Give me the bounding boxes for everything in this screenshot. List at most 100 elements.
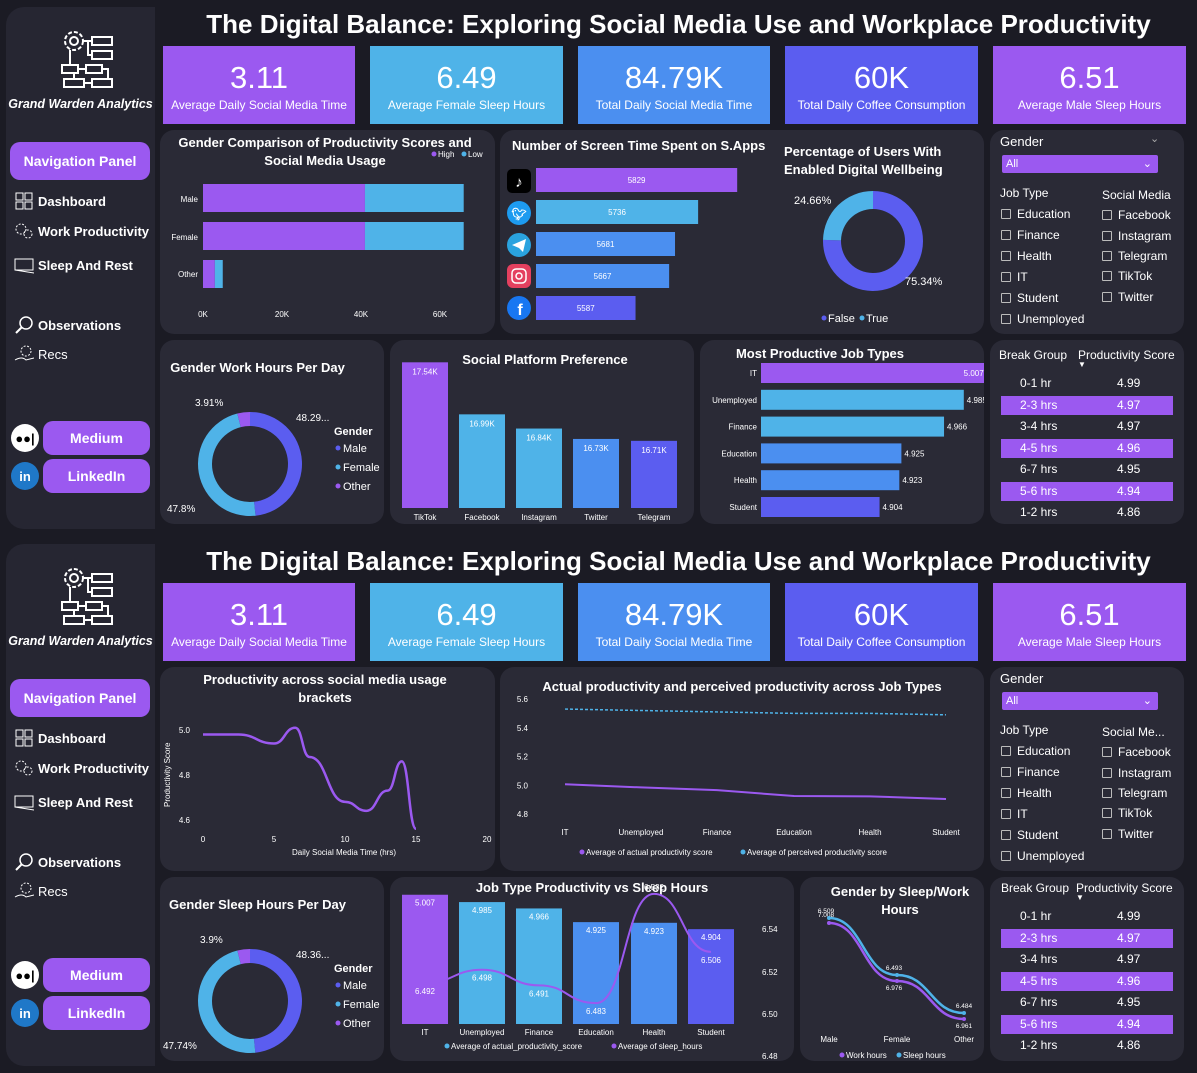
navigation-panel-button[interactable]: Navigation Panel <box>10 679 150 717</box>
table-header-sortable[interactable]: Productivity Score <box>1076 881 1173 895</box>
job-filter-finance[interactable]: Finance <box>1001 228 1060 242</box>
job-filter-health[interactable]: Health <box>1001 249 1052 263</box>
job-filter-education[interactable]: Education <box>1001 744 1070 758</box>
table-row[interactable]: 3-4 hrs 4.97 <box>1001 950 1173 969</box>
social-filter-tiktok[interactable]: TikTok <box>1102 806 1152 820</box>
nav-dashboard[interactable]: Dashboard <box>14 192 106 210</box>
table-row[interactable]: 0-1 hr 4.99 <box>1001 907 1173 926</box>
dashboard-top: Grand Warden Analytics Navigation Panel … <box>6 7 1186 529</box>
legend-dot <box>335 445 341 451</box>
checkbox[interactable] <box>1001 830 1011 840</box>
checkbox[interactable] <box>1102 231 1112 241</box>
checkbox[interactable] <box>1001 209 1011 219</box>
linkedin-button[interactable]: LinkedIn <box>43 459 150 493</box>
table-row[interactable]: 5-6 hrs 4.94 <box>1001 1014 1173 1034</box>
social-filter-twitter[interactable]: Twitter <box>1102 827 1153 841</box>
checkbox[interactable] <box>1001 251 1011 261</box>
gender-dropdown[interactable]: All ⌄ <box>1002 692 1158 710</box>
nav-observations[interactable]: Observations <box>14 853 121 871</box>
line-label: 6.498 <box>472 974 493 983</box>
nav-work-productivity[interactable]: Work Productivity <box>14 222 149 240</box>
kpi-card: 3.11 Average Daily Social Media Time <box>163 583 355 661</box>
social-filter-telegram[interactable]: Telegram <box>1102 249 1167 263</box>
legend-work: Work hours <box>846 1051 887 1060</box>
social-filter-instagram[interactable]: Instagram <box>1102 766 1171 780</box>
medium-button[interactable]: Medium <box>43 421 150 455</box>
checkbox-label: Student <box>1017 291 1059 305</box>
category-label: Unemployed <box>460 1028 505 1037</box>
navigation-panel-button[interactable]: Navigation Panel <box>10 142 150 180</box>
job-filter-it[interactable]: IT <box>1001 807 1028 821</box>
nav-observations-label: Observations <box>38 854 122 870</box>
table-row[interactable]: 1-2 hrs 4.86 <box>1001 1036 1173 1055</box>
table-row[interactable]: 4-5 hrs 4.96 <box>1001 438 1173 458</box>
checkbox[interactable] <box>1102 292 1112 302</box>
checkbox[interactable] <box>1001 746 1011 756</box>
checkbox[interactable] <box>1001 293 1011 303</box>
gender-dropdown[interactable]: All ⌄ <box>1002 155 1158 173</box>
checkbox[interactable] <box>1001 851 1011 861</box>
checkbox[interactable] <box>1102 808 1112 818</box>
donut-label: 48.29... <box>296 413 329 424</box>
checkbox[interactable] <box>1001 230 1011 240</box>
nav-dashboard[interactable]: Dashboard <box>14 729 106 747</box>
checkbox[interactable] <box>1102 829 1112 839</box>
checkbox[interactable] <box>1001 809 1011 819</box>
sleep-label: 6.493 <box>886 965 903 972</box>
checkbox[interactable] <box>1001 788 1011 798</box>
medium-button[interactable]: Medium <box>43 958 150 992</box>
checkbox[interactable] <box>1102 251 1112 261</box>
table-row[interactable]: 1-2 hrs 4.86 <box>1001 503 1173 522</box>
nav-sleep-and-rest[interactable]: Sleep And Rest <box>14 793 133 811</box>
job-filter-unemployed[interactable]: Unemployed <box>1001 312 1084 326</box>
nav-sleep-and-rest-label: Sleep And Rest <box>38 794 133 810</box>
nav-recs[interactable]: Recs <box>14 882 68 900</box>
table-row[interactable]: 4-5 hrs 4.96 <box>1001 971 1173 991</box>
nav-recs[interactable]: Recs <box>14 345 68 363</box>
job-filter-finance[interactable]: Finance <box>1001 765 1060 779</box>
social-filter-instagram[interactable]: Instagram <box>1102 229 1171 243</box>
checkbox[interactable] <box>1102 271 1112 281</box>
nav-observations[interactable]: Observations <box>14 316 121 334</box>
nav-work-productivity[interactable]: Work Productivity <box>14 759 149 777</box>
checkbox[interactable] <box>1102 747 1112 757</box>
social-filter-telegram[interactable]: Telegram <box>1102 786 1167 800</box>
checkbox[interactable] <box>1001 272 1011 282</box>
checkbox[interactable] <box>1102 210 1112 220</box>
job-filter-unemployed[interactable]: Unemployed <box>1001 849 1084 863</box>
table-row[interactable]: 6-7 hrs 4.95 <box>1001 460 1173 479</box>
linkedin-button[interactable]: LinkedIn <box>43 996 150 1030</box>
table-row[interactable]: 5-6 hrs 4.94 <box>1001 481 1173 501</box>
table-row[interactable]: 0-1 hr 4.99 <box>1001 374 1173 393</box>
job-filter-it[interactable]: IT <box>1001 270 1028 284</box>
legend-low-dot <box>461 151 467 157</box>
break-group-cell: 6-7 hrs <box>1020 462 1058 476</box>
job-filter-student[interactable]: Student <box>1001 828 1058 842</box>
table-row[interactable]: 6-7 hrs 4.95 <box>1001 993 1173 1012</box>
point <box>895 973 899 977</box>
social-filter-facebook[interactable]: Facebook <box>1102 745 1171 759</box>
table-row[interactable]: 3-4 hrs 4.97 <box>1001 417 1173 436</box>
bar <box>536 232 676 256</box>
sort-down-icon[interactable]: ▼ <box>1076 893 1084 902</box>
checkbox[interactable] <box>1001 767 1011 777</box>
job-filter-health[interactable]: Health <box>1001 786 1052 800</box>
table-header-sortable[interactable]: Productivity Score <box>1078 348 1175 362</box>
checkbox[interactable] <box>1102 768 1112 778</box>
job-filter-education[interactable]: Education <box>1001 207 1070 221</box>
nav-sleep-and-rest[interactable]: Sleep And Rest <box>14 256 133 274</box>
social-filter-twitter[interactable]: Twitter <box>1102 290 1153 304</box>
table-header: Break Group <box>999 348 1068 362</box>
job-filter-student[interactable]: Student <box>1001 291 1058 305</box>
social-filter-facebook[interactable]: Facebook <box>1102 208 1171 222</box>
checkbox[interactable] <box>1102 788 1112 798</box>
sort-down-icon[interactable]: ▼ <box>1078 360 1086 369</box>
table-row[interactable]: 2-3 hrs 4.97 <box>1001 928 1173 948</box>
checkbox[interactable] <box>1001 314 1011 324</box>
point <box>962 1011 966 1015</box>
bar <box>516 908 562 1024</box>
table-row[interactable]: 2-3 hrs 4.97 <box>1001 395 1173 415</box>
category-label: Student <box>729 503 757 512</box>
social-filter-tiktok[interactable]: TikTok <box>1102 269 1152 283</box>
productivity-score-cell: 4.99 <box>1117 909 1141 923</box>
